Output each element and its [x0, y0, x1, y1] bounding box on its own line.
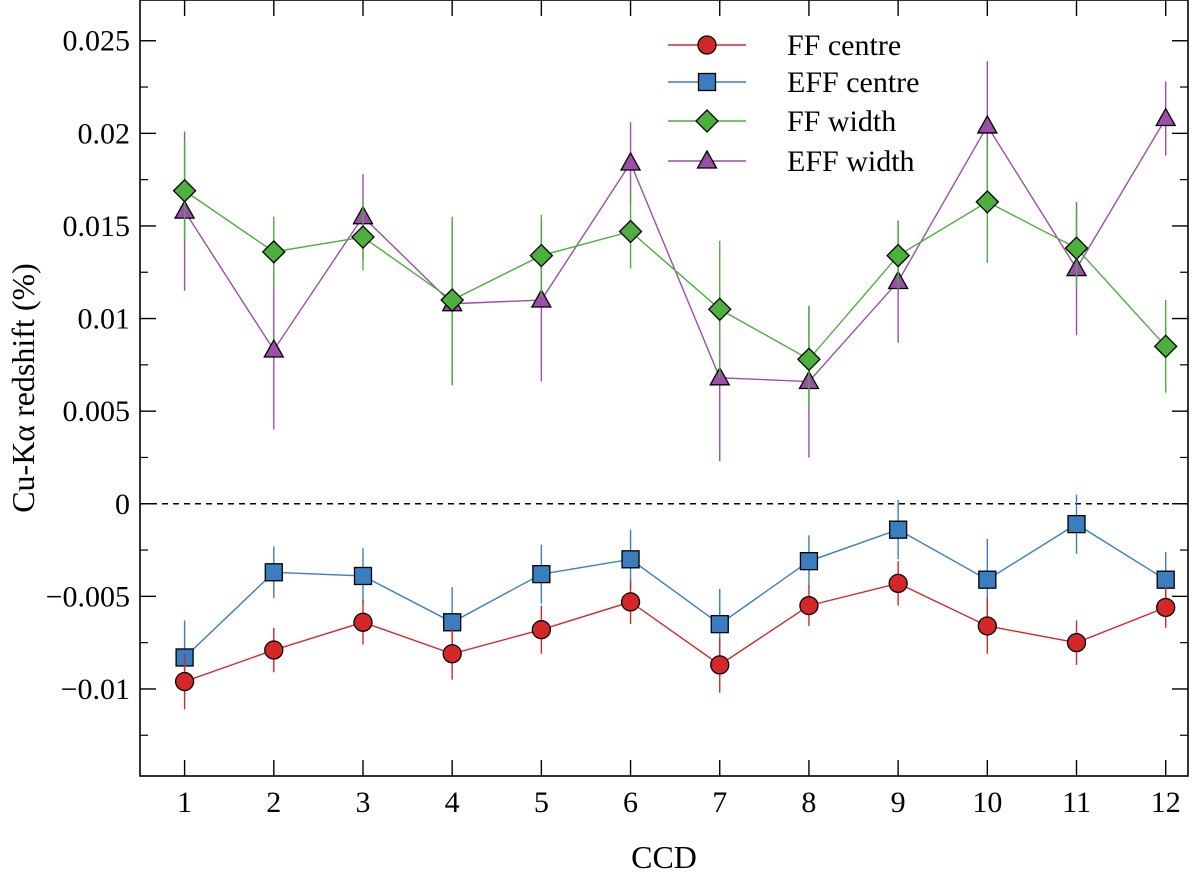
data-point: [442, 644, 462, 664]
legend-marker: [695, 109, 719, 133]
data-point: [976, 114, 998, 134]
data-point: [264, 640, 284, 660]
x-tick-label: 2: [266, 786, 281, 819]
data-point: [1155, 107, 1177, 127]
data-point: [710, 655, 730, 675]
series-line: [184, 582, 1166, 683]
data-point: [710, 614, 729, 634]
x-tick-label: 7: [712, 786, 727, 819]
y-tick-label: −0.005: [46, 580, 130, 613]
legend-marker: [696, 149, 718, 169]
x-tick-label: 10: [972, 786, 1002, 819]
data-point: [978, 570, 997, 589]
series-layer: [172, 61, 1178, 710]
series-eff-centre: [175, 494, 1175, 695]
legend-item-ff-centre: FF centre: [668, 29, 901, 62]
y-tick-label: 0.005: [63, 395, 131, 428]
data-point: [707, 297, 732, 322]
legend-marker: [697, 35, 717, 55]
legend-label: EFF width: [787, 145, 915, 178]
x-tick-label: 5: [534, 786, 549, 819]
y-tick-label: 0.02: [78, 117, 131, 150]
data-point: [351, 225, 375, 249]
legend-item-ff-width: FF width: [668, 105, 896, 138]
data-point: [975, 189, 1000, 214]
data-point: [886, 243, 911, 268]
x-tick-label: 8: [801, 786, 816, 819]
data-point: [618, 219, 643, 244]
data-point: [531, 620, 552, 640]
data-point: [1066, 633, 1087, 653]
data-point: [353, 566, 373, 586]
data-point: [799, 552, 819, 571]
x-tick-label: 3: [355, 786, 370, 819]
data-point: [532, 564, 551, 584]
x-axis-title: CCD: [631, 839, 697, 875]
data-point: [619, 151, 642, 171]
plot-frame: [139, 0, 1189, 777]
y-tick-label: 0.015: [63, 210, 131, 243]
data-point: [172, 178, 197, 203]
data-point: [1156, 597, 1176, 618]
data-point: [888, 573, 908, 594]
data-point: [797, 347, 821, 372]
x-tick-label: 11: [1062, 786, 1091, 819]
x-tick-label: 6: [623, 786, 638, 819]
data-point: [530, 288, 552, 308]
data-point: [1064, 236, 1089, 261]
legend-item-eff-centre: EFF centre: [668, 66, 919, 99]
series-line: [184, 190, 1167, 361]
data-point: [1156, 570, 1175, 589]
y-axis-title: Cu-Kα redshift (%): [5, 263, 41, 513]
series-line: [184, 523, 1167, 658]
data-point: [1153, 334, 1178, 359]
series-ff-width: [172, 140, 1178, 412]
data-point: [977, 616, 997, 636]
data-point: [529, 243, 554, 268]
legend-label: EFF centre: [787, 66, 919, 99]
data-point: [263, 338, 285, 358]
data-point: [888, 520, 908, 539]
data-point: [353, 612, 373, 632]
data-point: [440, 288, 465, 312]
y-tick-label: 0.025: [63, 25, 131, 58]
legend-label: FF width: [787, 105, 896, 138]
data-point: [261, 239, 286, 264]
x-tick-label: 9: [891, 786, 906, 819]
legend-label: FF centre: [787, 29, 901, 62]
legend: FF centre EFF centre FF width EFF width: [668, 29, 919, 178]
data-point: [799, 595, 819, 616]
y-tick-label: 0: [115, 488, 130, 521]
plot-background: [140, 0, 1188, 776]
legend-item-eff-width: EFF width: [668, 145, 915, 178]
data-point: [174, 671, 195, 692]
data-point: [620, 592, 641, 612]
x-tick-label: 12: [1151, 786, 1181, 819]
x-tick-label: 4: [445, 786, 460, 819]
data-point: [1067, 514, 1086, 534]
x-tick-label: 1: [177, 786, 192, 819]
legend-marker: [697, 72, 717, 92]
data-point: [264, 563, 283, 582]
series-ff-centre: [174, 561, 1176, 710]
y-tick-label: 0.01: [78, 303, 131, 336]
y-tick-label: −0.01: [61, 673, 130, 706]
data-point: [621, 550, 640, 569]
